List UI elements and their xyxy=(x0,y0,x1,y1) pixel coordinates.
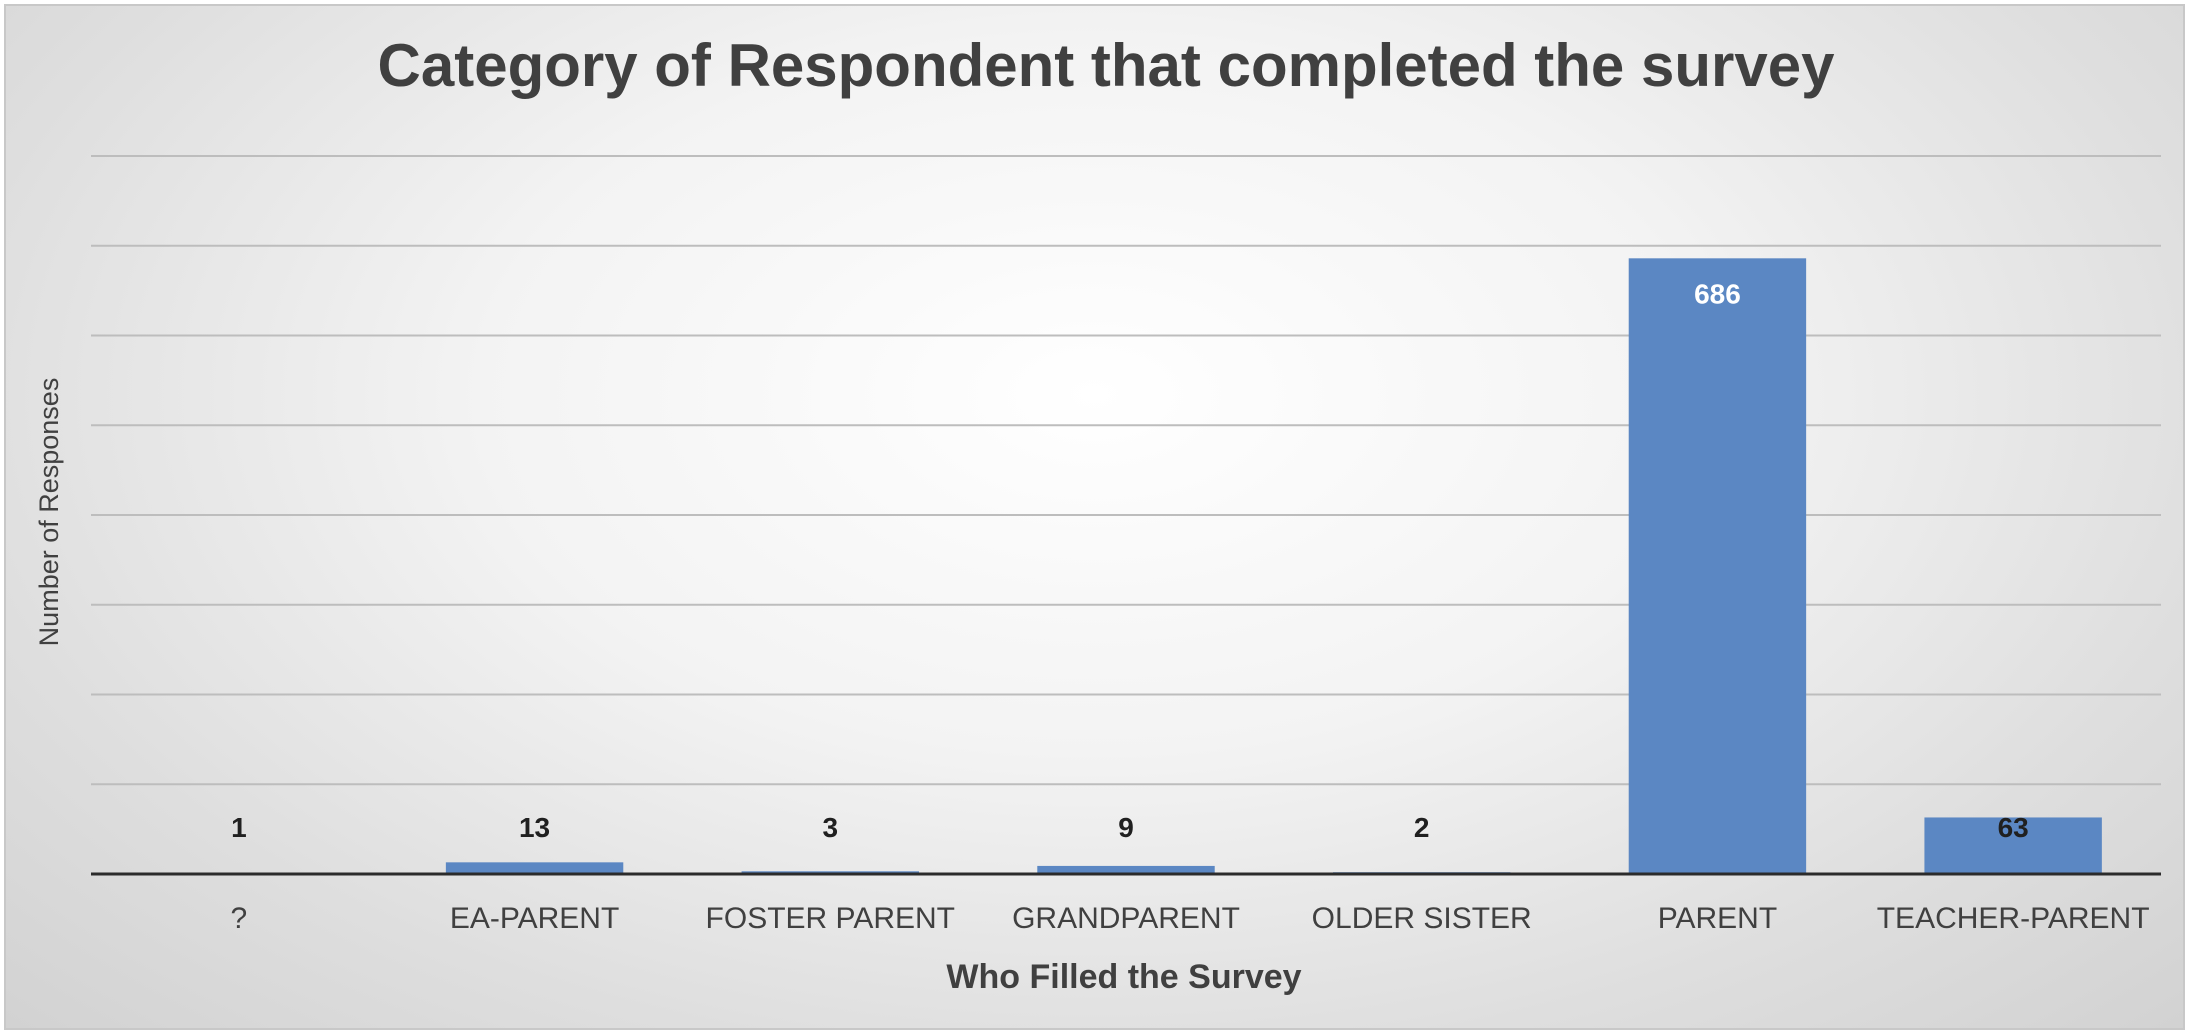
x-tick-label: TEACHER-PARENT xyxy=(1877,902,2150,935)
chart-title: Category of Respondent that completed th… xyxy=(378,32,1836,99)
data-label: 1 xyxy=(231,812,247,843)
bars xyxy=(150,258,2102,874)
x-tick-label: GRANDPARENT xyxy=(1012,902,1240,935)
x-tick-label: PARENT xyxy=(1658,902,1777,935)
bar-chart: Category of Respondent that completed th… xyxy=(34,32,2161,996)
data-label: 13 xyxy=(519,812,550,843)
x-tick-label: OLDER SISTER xyxy=(1312,902,1532,935)
x-axis-title: Who Filled the Survey xyxy=(946,958,1301,996)
x-tick-label: ? xyxy=(231,902,248,935)
data-label: 63 xyxy=(1998,812,2029,843)
x-tick-labels: ? EA-PARENT FOSTER PARENT GRANDPARENT OLDER … xyxy=(231,902,2150,935)
bar xyxy=(445,862,624,874)
data-labels: 1 13 3 9 2 686 63 xyxy=(231,278,2029,843)
x-tick-label: EA-PARENT xyxy=(450,902,619,935)
chart-frame: Category of Respondent that completed th… xyxy=(4,4,2185,1030)
data-label: 2 xyxy=(1414,812,1430,843)
bar xyxy=(1924,817,2102,874)
x-tick-label: FOSTER PARENT xyxy=(706,902,955,935)
data-label: 686 xyxy=(1694,278,1741,309)
bar xyxy=(1037,865,1215,874)
gridlines xyxy=(91,155,2161,786)
y-axis-title: Number of Responses xyxy=(34,378,64,647)
data-label: 9 xyxy=(1118,812,1134,843)
data-label: 3 xyxy=(822,812,838,843)
bar xyxy=(1628,258,1807,874)
